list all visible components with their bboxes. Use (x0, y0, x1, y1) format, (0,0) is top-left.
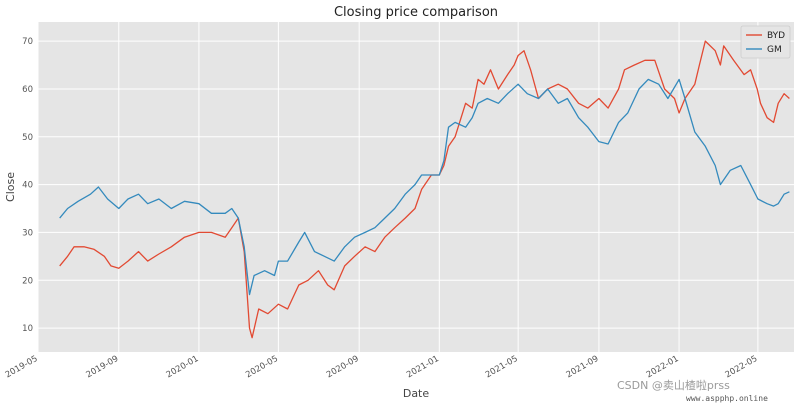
watermark-text: CSDN @卖山楂啦prss (617, 378, 730, 392)
x-tick-label: 2022-01 (645, 354, 681, 380)
x-tick-label: 2021-01 (405, 354, 441, 380)
x-tick-label: 2020-05 (244, 354, 280, 380)
x-axis-label: Date (403, 387, 430, 400)
watermark-url: www.aspphp.online (686, 394, 768, 403)
series-line-gm (59, 78, 790, 296)
x-tick-label: 2021-05 (484, 354, 520, 380)
x-tick-label: 2020-01 (165, 354, 201, 380)
series-lines (59, 40, 790, 339)
y-tick-label: 70 (22, 37, 33, 47)
x-tick-label: 2019-05 (4, 354, 40, 380)
x-tick-label: 2021-09 (565, 354, 601, 380)
legend-label-gm: GM (767, 45, 782, 55)
y-tick-label: 60 (22, 85, 33, 95)
legend: BYD GM (740, 25, 791, 59)
series-line-byd (59, 40, 790, 339)
grid-lines (37, 22, 794, 352)
y-tick-label: 10 (22, 324, 33, 334)
legend-label-byd: BYD (767, 31, 785, 41)
plot-area (38, 22, 794, 352)
x-tick-label: 2019-09 (85, 354, 121, 380)
y-tick-label: 50 (22, 133, 33, 143)
y-tick-labels: 10 20 30 40 50 60 70 (22, 37, 33, 334)
x-tick-labels: 2019-05 2019-09 2020-01 2020-05 2020-09 2021-… (4, 354, 760, 380)
legend-box (740, 25, 791, 59)
x-tick-label: 2020-09 (325, 354, 361, 380)
y-tick-label: 20 (22, 276, 33, 286)
y-axis-label: Close (4, 172, 17, 202)
chart-title: Closing price comparison (334, 5, 498, 20)
x-tick-label: 2022-05 (724, 354, 760, 380)
y-tick-label: 40 (22, 181, 33, 191)
y-tick-label: 30 (22, 228, 33, 238)
